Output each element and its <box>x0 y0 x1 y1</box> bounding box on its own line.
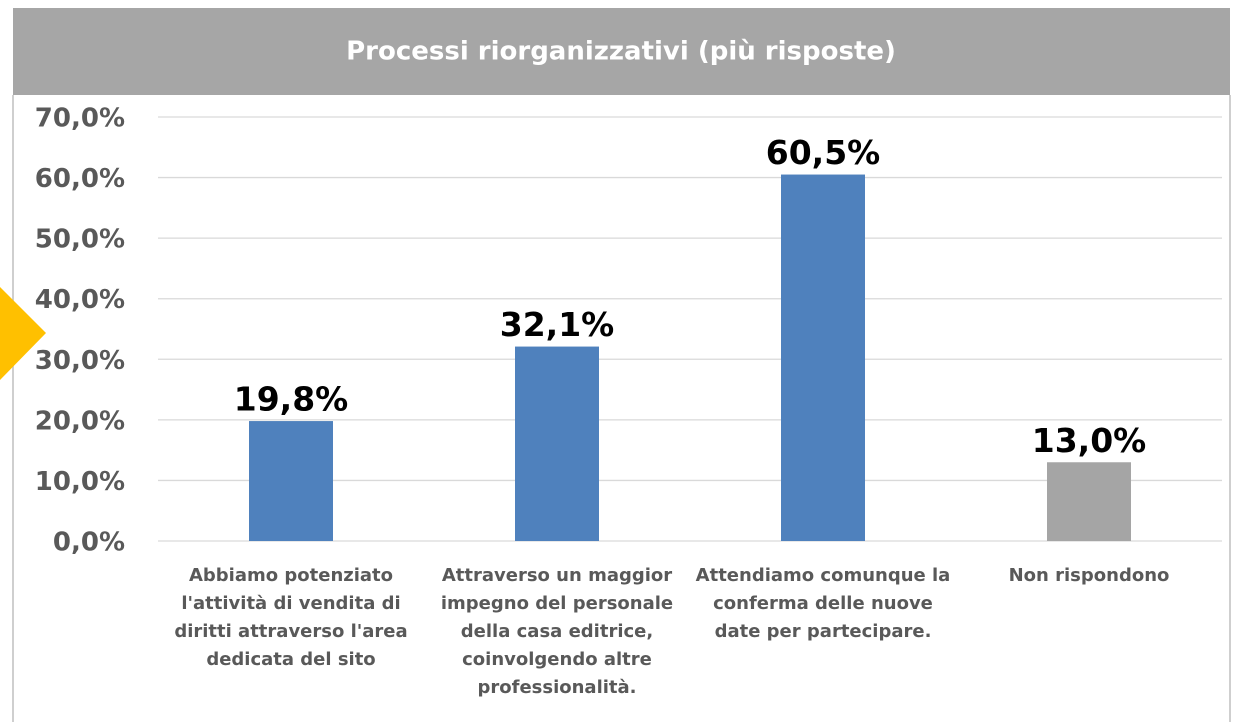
title-bar <box>13 8 1230 95</box>
chart-title: Processi riorganizzativi (più risposte) <box>346 37 896 67</box>
y-tick-label: 10,0% <box>35 467 125 497</box>
value-label: 13,0% <box>1032 421 1147 460</box>
x-tick-label: Attendiamo comunque la conferma delle nu… <box>695 565 951 642</box>
bar <box>1047 462 1131 541</box>
value-label: 19,8% <box>234 380 349 419</box>
y-tick-label: 70,0% <box>35 104 125 134</box>
bar <box>249 421 333 541</box>
y-tick-label: 30,0% <box>35 346 125 376</box>
y-tick-label: 50,0% <box>35 225 125 255</box>
bar <box>515 346 599 541</box>
x-tick-label: Non rispondono <box>1008 565 1170 586</box>
y-tick-label: 60,0% <box>35 164 125 194</box>
x-tick-label: Attraverso un maggior impegno del person… <box>440 565 674 698</box>
y-tick-label: 40,0% <box>35 285 125 315</box>
bar <box>781 174 865 542</box>
y-tick-label: 20,0% <box>35 406 125 436</box>
y-tick-label: 0,0% <box>53 528 125 558</box>
value-label: 32,1% <box>500 305 615 344</box>
x-tick-label: Abbiamo potenziato l'attività di vendita… <box>174 565 408 670</box>
decoration <box>0 287 46 380</box>
value-label: 60,5% <box>766 133 881 172</box>
